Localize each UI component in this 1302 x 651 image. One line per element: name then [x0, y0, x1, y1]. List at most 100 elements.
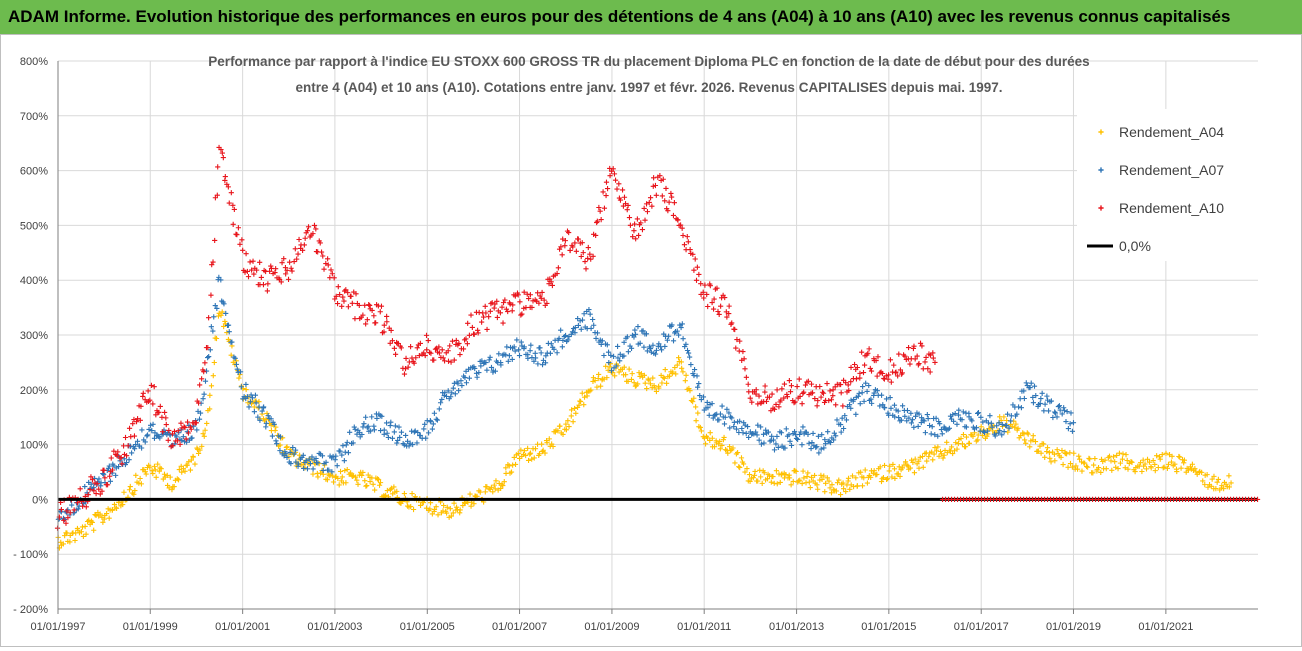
data-point [759, 480, 765, 486]
data-point [717, 438, 723, 445]
data-point [822, 437, 828, 443]
data-point [590, 253, 596, 259]
data-point [521, 448, 528, 454]
data-point [396, 424, 402, 430]
data-point [228, 352, 234, 358]
data-point [849, 473, 856, 479]
data-point [452, 391, 458, 397]
data-point [719, 403, 725, 409]
data-point [186, 459, 192, 465]
data-point [632, 331, 639, 337]
data-point [185, 430, 192, 436]
data-point [857, 370, 863, 376]
data-point [459, 382, 465, 389]
data-point [348, 293, 354, 299]
data-point [925, 366, 931, 372]
data-point [69, 502, 75, 508]
data-point [975, 410, 982, 416]
data-point [475, 330, 481, 336]
data-point [333, 293, 339, 299]
data-point [624, 334, 630, 340]
data-point [1014, 411, 1020, 417]
data-point [799, 442, 805, 448]
data-point [914, 461, 920, 467]
data-point [698, 396, 704, 403]
data-point [930, 350, 936, 356]
data-point [707, 430, 713, 436]
data-point [80, 533, 86, 540]
data-point [569, 329, 576, 335]
data-point [422, 421, 428, 427]
data-point [509, 308, 515, 314]
data-point [1106, 453, 1113, 459]
data-point [1030, 400, 1037, 406]
data-point [247, 259, 253, 265]
series-Rendement_A04 [55, 309, 1234, 551]
data-point [766, 394, 773, 400]
data-point [504, 344, 510, 350]
data-point [636, 370, 642, 376]
data-point [310, 471, 316, 477]
data-point [466, 332, 472, 338]
data-point [944, 439, 950, 445]
data-point [518, 312, 524, 318]
data-point [1061, 407, 1067, 413]
data-point [342, 467, 348, 474]
data-point [161, 471, 168, 477]
data-point [435, 512, 441, 518]
data-point [887, 394, 893, 401]
data-point [980, 419, 986, 425]
data-point [451, 357, 457, 363]
data-point [494, 314, 500, 321]
data-point [579, 240, 585, 246]
data-point [1012, 425, 1018, 431]
data-point [234, 366, 240, 372]
data-point [917, 454, 923, 460]
data-point [693, 404, 699, 410]
data-point [975, 437, 981, 443]
data-point [395, 437, 401, 444]
data-point [1085, 464, 1091, 470]
data-point [85, 492, 91, 498]
data-point [1152, 461, 1158, 468]
data-point [616, 181, 622, 187]
data-point [441, 502, 447, 509]
data-point [518, 447, 524, 453]
data-point [645, 376, 651, 382]
data-point [941, 452, 947, 458]
data-point [614, 186, 620, 192]
data-point [687, 247, 693, 253]
data-point [638, 371, 644, 377]
data-point [912, 356, 918, 362]
data-point [692, 256, 698, 262]
data-point [242, 269, 248, 275]
data-point [664, 337, 670, 343]
data-point [469, 324, 475, 331]
data-point [891, 466, 898, 472]
data-point [254, 267, 260, 273]
data-point [770, 437, 777, 443]
data-point [818, 394, 824, 400]
data-point [142, 469, 148, 475]
data-point [647, 381, 654, 387]
data-point [180, 434, 186, 440]
data-point [858, 469, 864, 475]
data-point [890, 461, 896, 468]
data-point [263, 420, 269, 426]
data-point [874, 373, 880, 379]
data-point [801, 475, 807, 481]
data-point [675, 355, 682, 361]
data-point [181, 424, 187, 430]
data-point [793, 468, 799, 475]
data-point [1109, 467, 1115, 473]
data-point [630, 234, 636, 240]
data-point [778, 472, 784, 478]
data-point [428, 350, 434, 356]
data-point [773, 401, 779, 408]
data-point [222, 318, 228, 325]
data-point [659, 193, 665, 199]
data-point [896, 464, 902, 470]
data-point [864, 480, 870, 486]
data-point [225, 322, 232, 328]
data-point [174, 434, 180, 440]
